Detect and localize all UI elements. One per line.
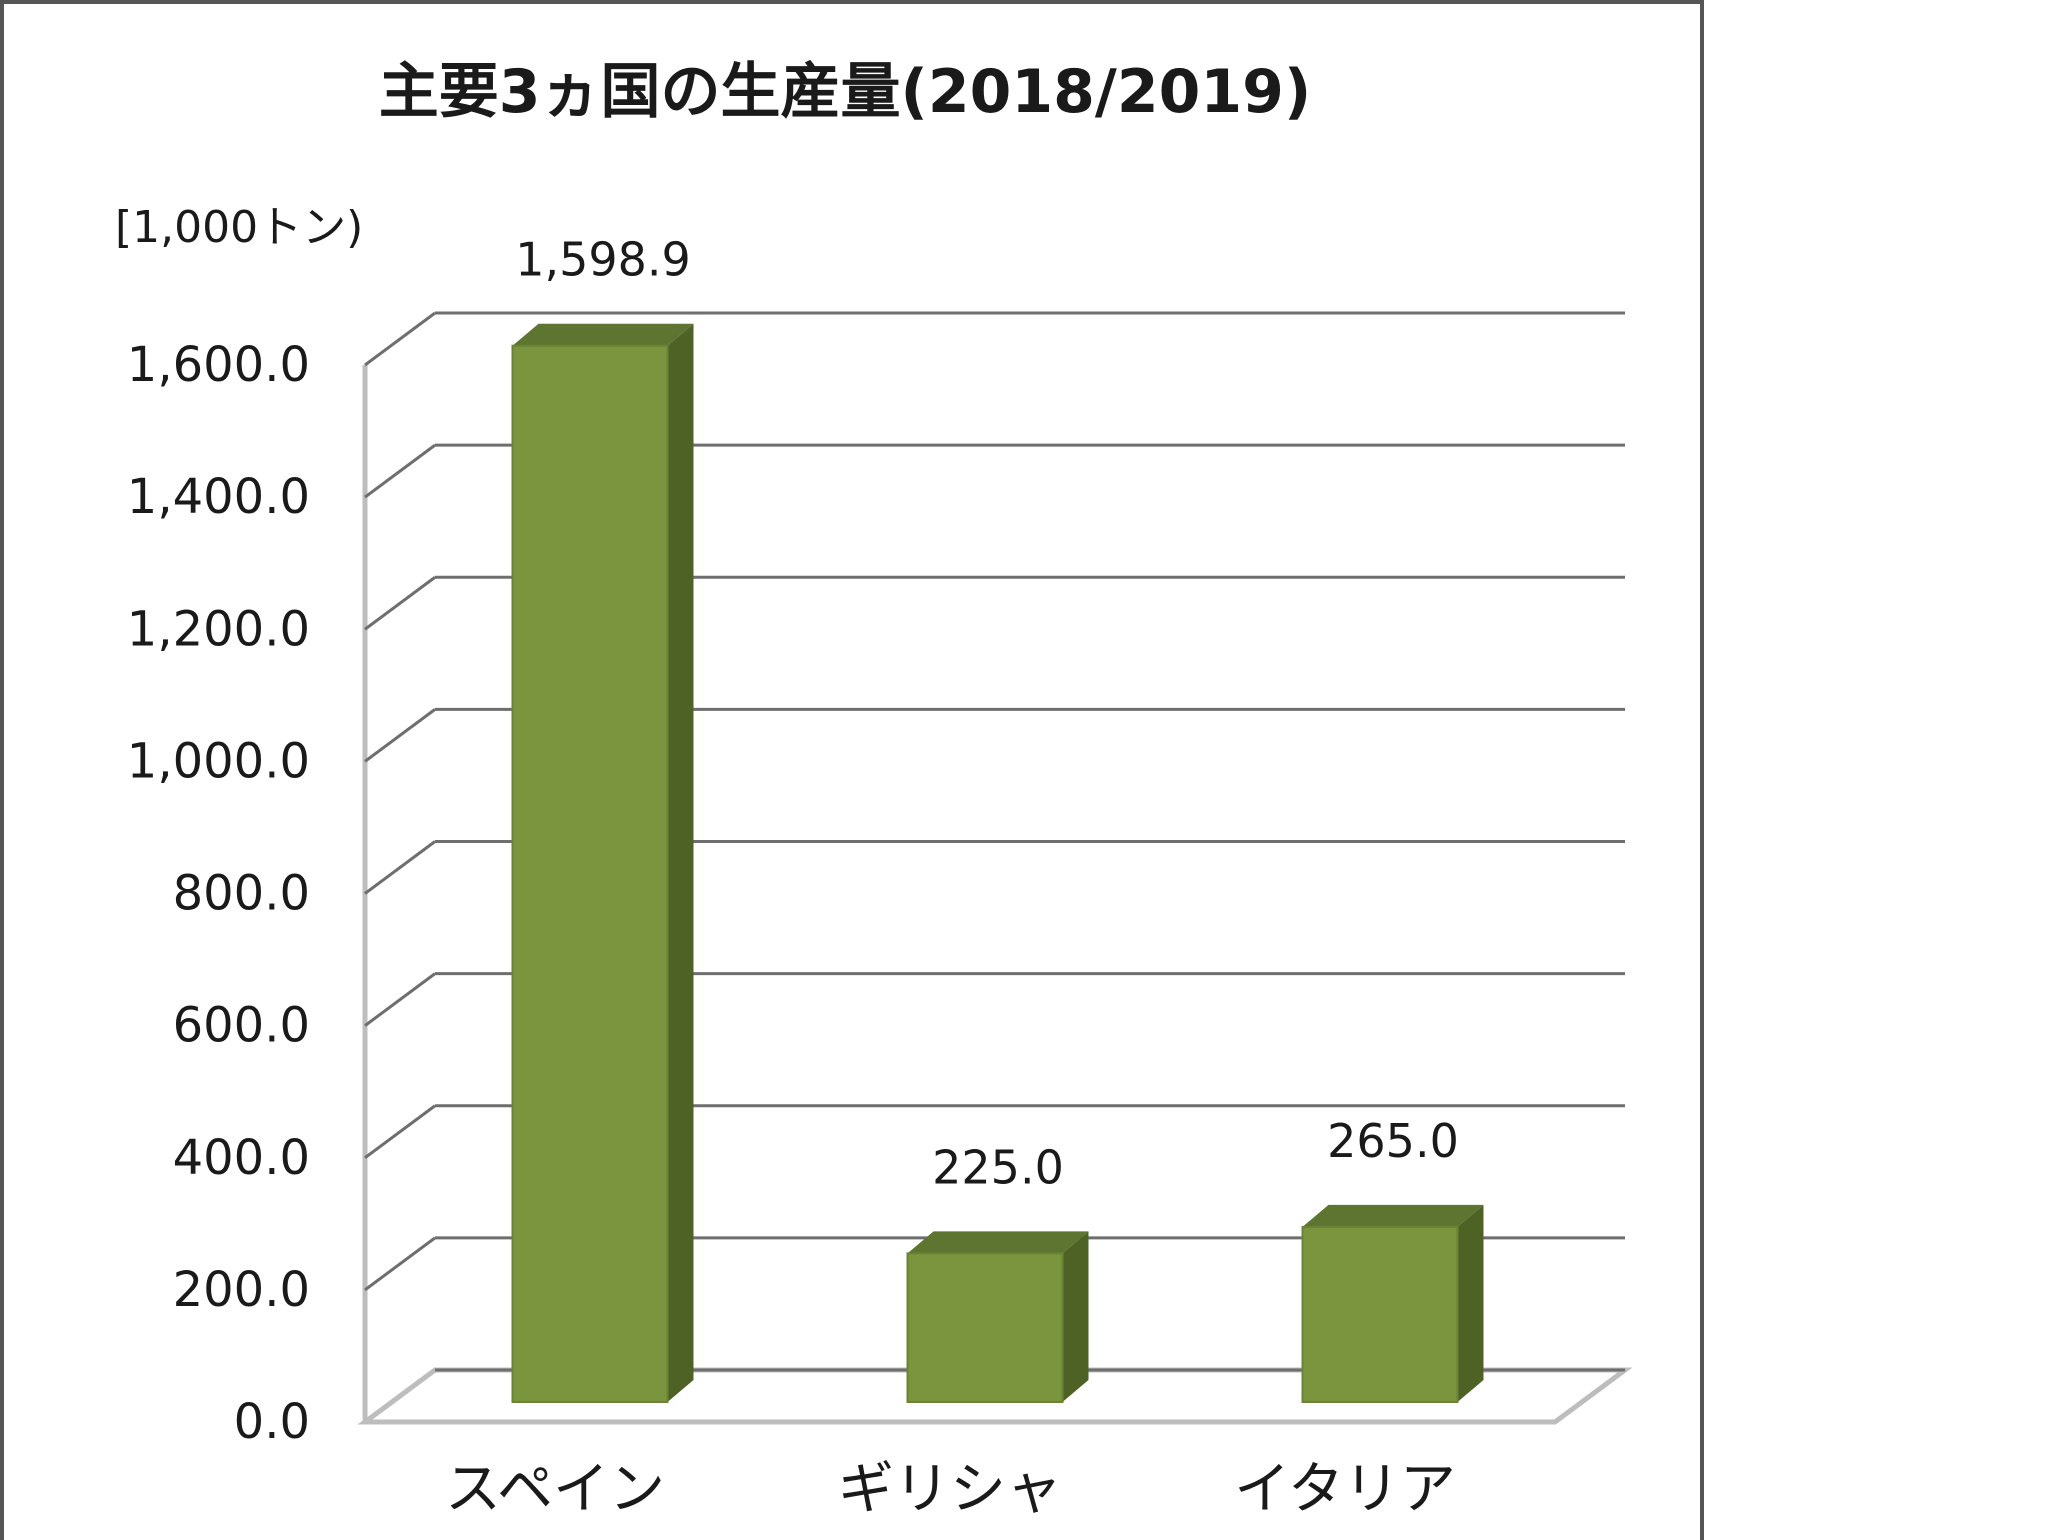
y-tick-label: 600.0 — [173, 998, 310, 1054]
bar-side — [667, 323, 694, 1402]
data-label: 1,598.9 — [515, 233, 691, 287]
bar-top — [907, 1231, 1089, 1254]
x-axis-labels: スペイン ギリシャ イタリア — [445, 1457, 1456, 1522]
gridline-depth — [364, 1236, 436, 1292]
y-tick-label: 200.0 — [173, 1262, 310, 1318]
data-label: 225.0 — [932, 1140, 1064, 1194]
y-tick-label: 1,600.0 — [127, 337, 310, 393]
gridline-depth — [364, 1104, 436, 1159]
y-tick-label: 400.0 — [173, 1130, 310, 1186]
x-tick-label: ギリシャ — [838, 1457, 1062, 1522]
bar-side — [1062, 1231, 1089, 1402]
gridline-depth — [364, 708, 436, 763]
y-tick-label: 1,400.0 — [127, 469, 310, 525]
chart-title: 主要3ヵ国の生産量(2018/2019) — [379, 57, 1312, 127]
y-tick-label: 800.0 — [173, 866, 310, 922]
bar — [906, 1252, 1064, 1403]
gridline-depth — [364, 443, 436, 499]
gridline-depth — [364, 311, 436, 367]
gridline-depth — [364, 972, 436, 1027]
bar-top — [512, 323, 694, 346]
bar — [511, 344, 669, 1403]
gridline-depth — [364, 840, 436, 895]
unit-label: [1,000トン) — [115, 202, 363, 253]
x-tick-label: スペイン — [445, 1457, 665, 1522]
bar-side — [1457, 1204, 1484, 1402]
bar-top — [1302, 1204, 1484, 1227]
y-tick-label: 1,200.0 — [127, 601, 310, 657]
bar — [1301, 1225, 1459, 1403]
y-tick-label: 0.0 — [234, 1394, 310, 1450]
gridline-depth — [364, 576, 436, 631]
y-tick-label: 1,000.0 — [127, 733, 310, 789]
x-tick-label: イタリア — [1234, 1457, 1456, 1522]
plot-area: 0.0 200.0 400.0 600.0 800.0 1,000.0 1,200.0 1,4… — [127, 233, 1633, 1450]
data-label: 265.0 — [1327, 1114, 1459, 1168]
